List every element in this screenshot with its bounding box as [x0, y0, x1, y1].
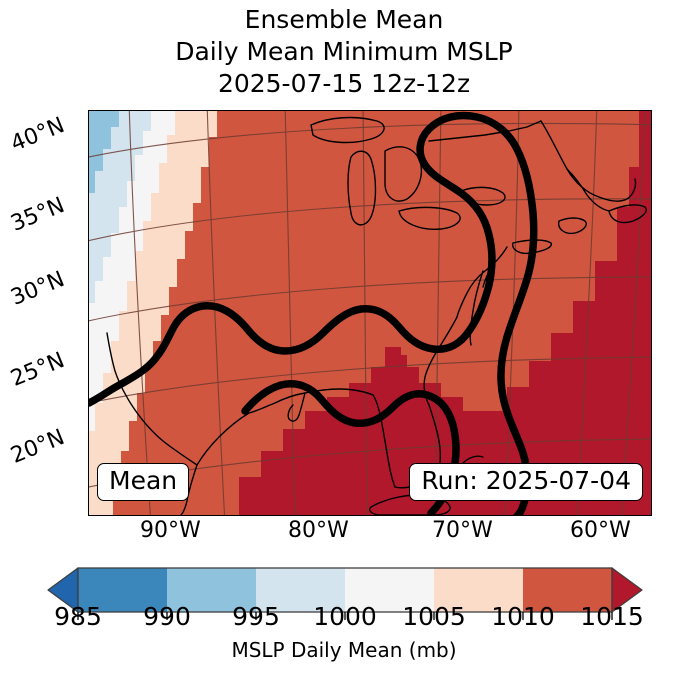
lake-huron: [384, 146, 423, 202]
texas-coast: [196, 412, 250, 466]
colorbar-ticks: [77, 612, 613, 620]
lat-tick-25n: 25°N: [7, 347, 69, 392]
band-over-1015-spur: [385, 347, 401, 369]
lat-tick-20n: 20°N: [7, 424, 69, 469]
mexico-border: [106, 332, 198, 466]
lake-superior: [310, 116, 385, 144]
colorbar-band-995-1000: [256, 568, 345, 612]
figure-title: Ensemble Mean Daily Mean Minimum MSLP 20…: [0, 4, 688, 100]
contour-1015-line: [89, 111, 538, 515]
lon-tick-60w: 60°W: [570, 518, 631, 543]
colorbar-band-1010-1015: [523, 568, 612, 612]
florida-west-coast: [372, 394, 396, 488]
maine-coast: [566, 168, 610, 212]
parallel-25n: [89, 356, 651, 404]
parallel-40n: [89, 122, 651, 158]
run-annotation-box: Run: 2025-07-04: [409, 463, 643, 501]
lon-tick-90w: 90°W: [140, 518, 201, 543]
colorbar-tick-1005: 1005: [402, 602, 466, 631]
lake-michigan: [347, 150, 377, 226]
coastlines: [106, 116, 647, 515]
bahamas: [462, 455, 484, 464]
colorbar-band-990-995: [167, 568, 256, 612]
band-990-995: [89, 111, 119, 193]
colorbar-band-985-990: [78, 568, 167, 612]
map-canvas: [89, 111, 651, 515]
colorbar-band-1000-1005: [345, 568, 434, 612]
colorbar[interactable]: [0, 560, 688, 674]
mean-annotation-box: Mean: [97, 463, 190, 501]
parallel-35n: [89, 198, 651, 242]
colorbar-swatches: [47, 567, 643, 620]
title-line-1: Ensemble Mean: [244, 5, 444, 34]
lon-tick-80w: 80°W: [288, 518, 349, 543]
title-line-3: 2025-07-15 12z-12z: [217, 69, 471, 98]
lat-tick-35n: 35°N: [7, 192, 69, 237]
colorbar-tick-985: 985: [54, 602, 102, 631]
mexico-coast: [180, 464, 198, 515]
colorbar-tick-1000: 1000: [313, 602, 377, 631]
colorbar-band-1005-1010: [434, 568, 523, 612]
colorbar-tick-1010: 1010: [491, 602, 555, 631]
mean-annotation-text: Mean: [109, 466, 178, 495]
lat-tick-40n: 40°N: [7, 112, 69, 157]
lon-tick-70w: 70°W: [432, 518, 493, 543]
mid-atlantic-coast: [456, 246, 508, 318]
cuba: [369, 494, 451, 515]
mississippi-delta: [287, 392, 306, 422]
colorbar-axis-label: MSLP Daily Mean (mb): [231, 638, 457, 662]
band-over-1015-atlantic: [419, 111, 651, 515]
northeast-coast: [540, 120, 637, 202]
run-annotation-text: Run: 2025-07-04: [421, 466, 631, 495]
title-line-2: Daily Mean Minimum MSLP: [175, 37, 513, 66]
contour-1015-inner-lobe: [241, 380, 460, 515]
canada-border-ne: [428, 120, 542, 142]
colorbar-tick-995: 995: [232, 602, 280, 631]
nova-scotia: [608, 204, 647, 224]
colorbar-tick-990: 990: [143, 602, 191, 631]
cape-cod: [558, 217, 587, 235]
lat-tick-30n: 30°N: [7, 266, 69, 311]
map-plot-area[interactable]: Mean Run: 2025-07-04: [88, 110, 652, 516]
colorbar-tick-1015: 1015: [580, 602, 644, 631]
band-995-1000: [89, 111, 151, 303]
graticule: [89, 111, 651, 515]
meridian-85w: [284, 111, 296, 515]
lake-erie: [398, 206, 461, 230]
